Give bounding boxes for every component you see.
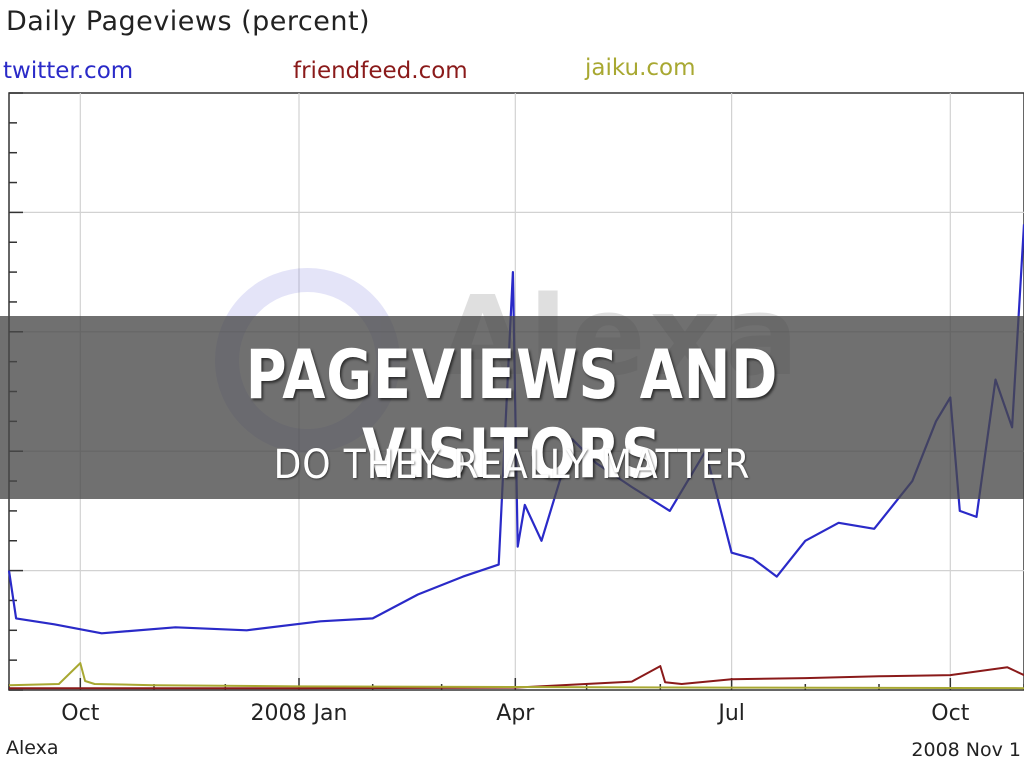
banner-title: PAGEVIEWS AND VISITORS xyxy=(245,336,779,494)
legend-friendfeed: friendfeed.com xyxy=(293,58,468,84)
legend-jaiku: jaiku.com xyxy=(585,55,696,81)
legend-twitter: twitter.com xyxy=(3,58,134,84)
x-tick-label: Jul xyxy=(716,701,745,726)
x-tick-label: Oct xyxy=(931,701,969,726)
x-tick-label: 2008 Jan xyxy=(251,701,348,726)
footer-source: Alexa xyxy=(6,737,59,759)
x-tick-label: Oct xyxy=(61,701,99,726)
chart-title: Daily Pageviews (percent) xyxy=(6,6,371,37)
banner-subtitle: DO THEY REALLY MATTER xyxy=(273,442,751,488)
footer-date: 2008 Nov 1 xyxy=(911,739,1021,761)
x-tick-label: Apr xyxy=(496,701,535,726)
title-banner: PAGEVIEWS AND VISITORS DO THEY REALLY MA… xyxy=(0,316,1024,499)
series-line-jaiku-com xyxy=(8,662,1024,690)
